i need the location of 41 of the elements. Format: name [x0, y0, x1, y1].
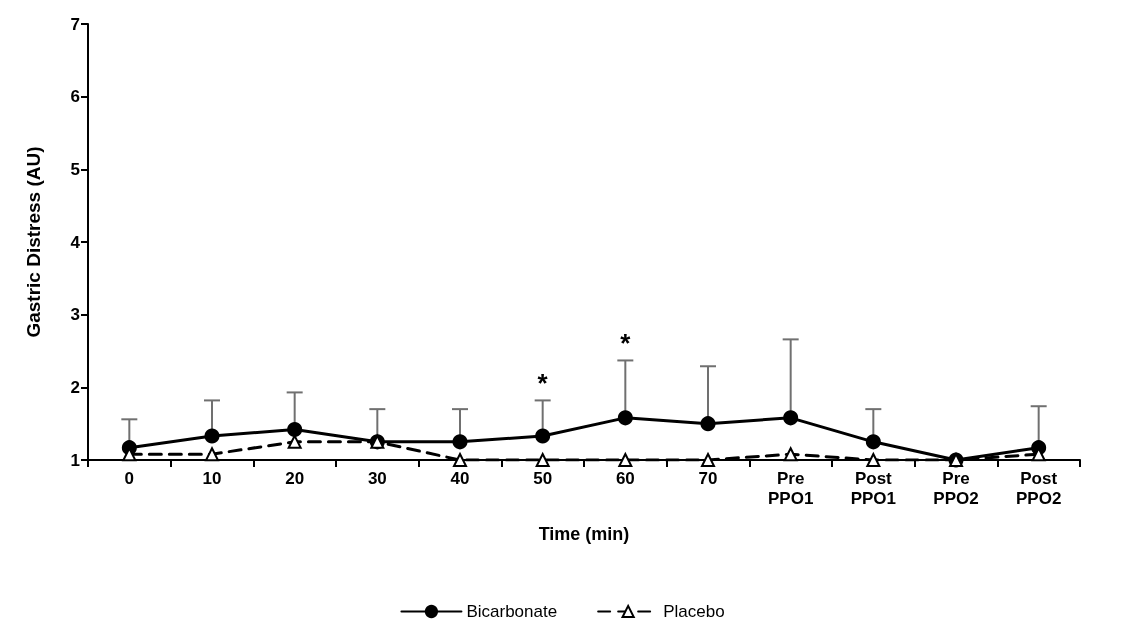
legend-label: Placebo: [663, 602, 725, 621]
annotation: *: [620, 328, 632, 359]
y-tick-label: 5: [70, 159, 80, 179]
point: [453, 453, 467, 467]
x-tick-label: Post PPO2: [1015, 468, 1062, 508]
x-tick-label: 10: [202, 468, 222, 488]
y-axis-title: Gastric Distress (AU): [23, 146, 44, 338]
x-tick-label: 50: [533, 468, 553, 488]
x-tick-label: 70: [698, 468, 718, 488]
y-tick-label: 7: [70, 14, 80, 34]
y-tick-label: 2: [70, 377, 80, 397]
x-axis-title: Time (min): [538, 524, 630, 544]
x-tick-label: Pre PPO2: [933, 468, 979, 508]
y-tick-label: 3: [70, 305, 80, 325]
point: [866, 453, 881, 467]
legend-label: Bicarbonate: [466, 602, 558, 621]
y-tick-label: 6: [70, 87, 80, 107]
y-tick-label: 4: [70, 232, 81, 252]
x-tick-label: 30: [367, 468, 387, 488]
x-tick-label: 40: [450, 468, 470, 488]
point: [452, 434, 468, 450]
x-tick-label: 0: [124, 468, 135, 488]
x-tick-label: 20: [285, 468, 305, 488]
point: [535, 428, 551, 444]
point: [865, 434, 881, 450]
y-tick-label: 1: [70, 450, 80, 470]
x-tick-label: Pre PPO1: [767, 468, 814, 508]
point: [204, 428, 220, 444]
point: [783, 410, 799, 426]
point: [535, 453, 550, 467]
point: [287, 434, 302, 449]
point: [205, 447, 219, 462]
point: [287, 421, 303, 437]
point: [783, 447, 798, 462]
point: [618, 453, 633, 467]
annotation: *: [537, 368, 549, 399]
point: [701, 453, 715, 467]
x-tick-label: 60: [615, 468, 635, 488]
x-tick-label: Post PPO1: [850, 468, 897, 508]
point: [700, 416, 716, 432]
point: [617, 410, 633, 426]
